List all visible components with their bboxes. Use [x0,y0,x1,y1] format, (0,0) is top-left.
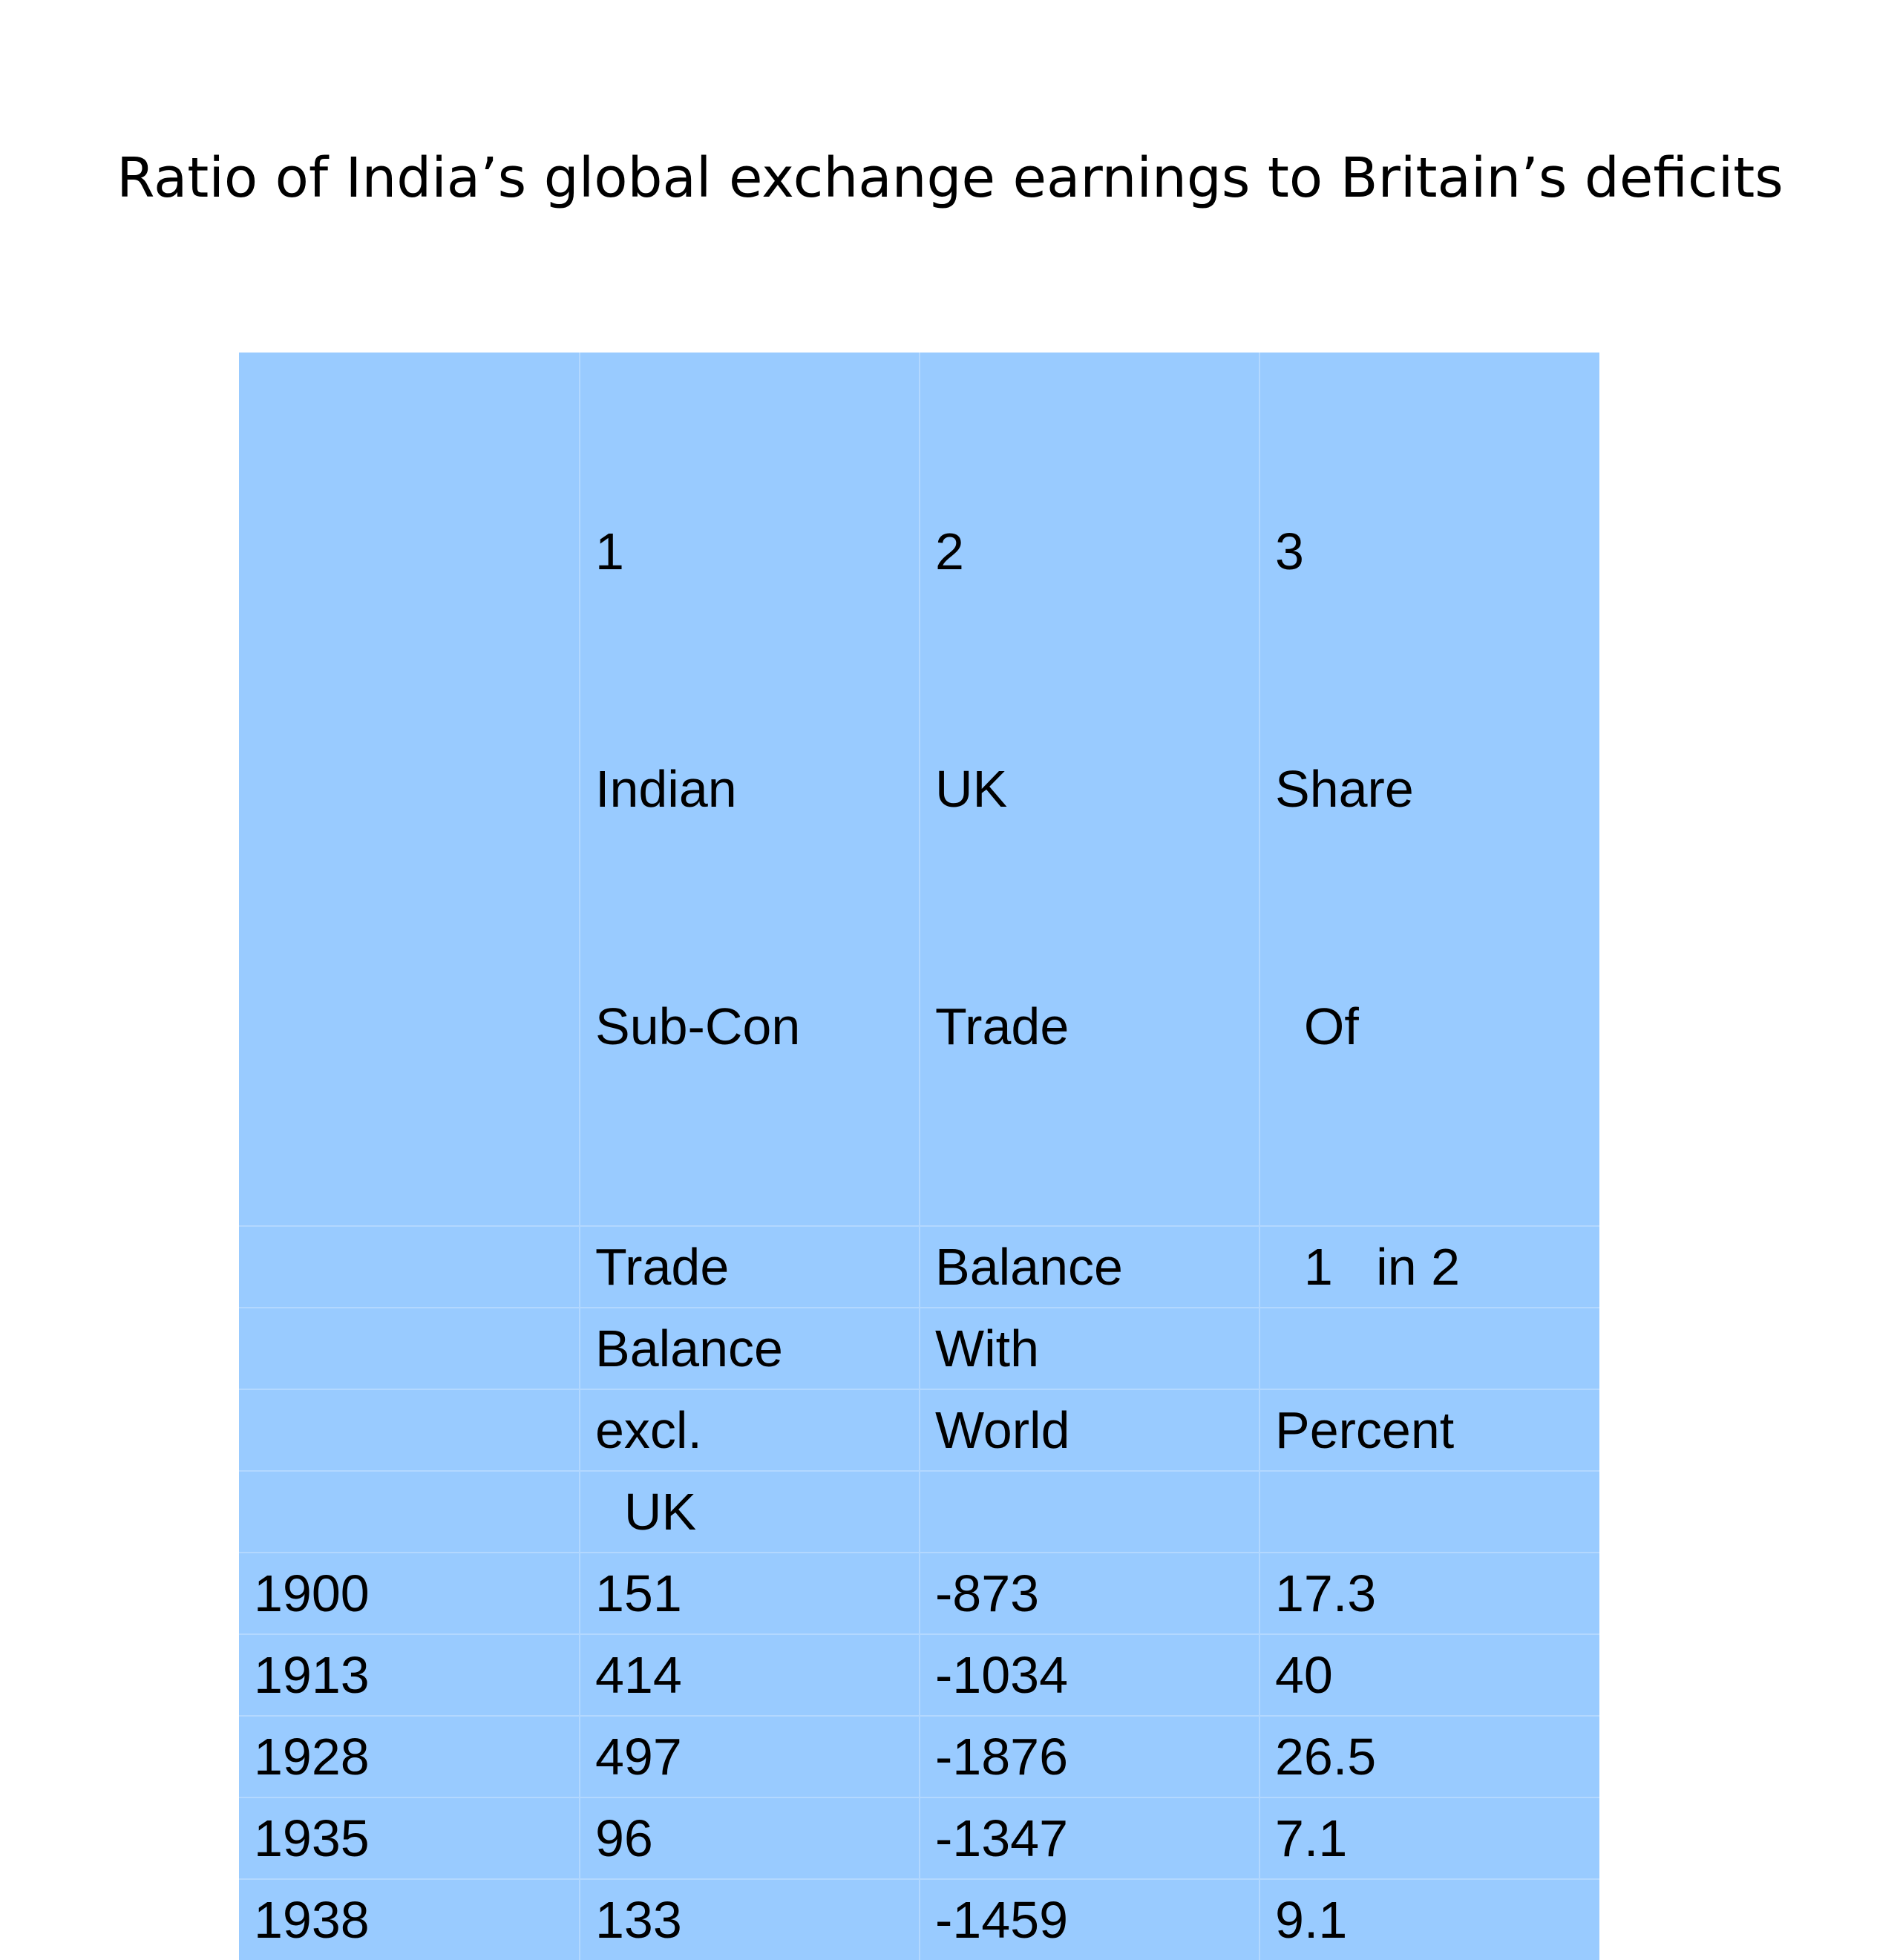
header-line: 2 [935,522,964,580]
header-cell-year [239,353,580,1226]
table-cell: Trade [579,1225,920,1308]
header-line: Share [1275,760,1414,818]
table-cell: UK [579,1470,920,1553]
table-cell: excl. [579,1389,920,1471]
table-cell: 1 in 2 [1259,1225,1599,1308]
table-cell [239,1470,580,1553]
table-cell [239,1389,580,1471]
header-cell-share: 3 Share Of [1259,353,1599,1226]
table-cell: Percent [1259,1389,1599,1471]
uk-balance-cell: -1034 [919,1633,1259,1716]
india-balance-cell: 497 [579,1715,920,1797]
header-row: Trade Balance 1 in 2 [239,1225,1599,1308]
header-row: UK [239,1470,1599,1553]
uk-balance-cell: -1347 [919,1797,1259,1879]
table-row: 1928 497 -1876 26.5 [239,1715,1599,1797]
table-cell: Balance [919,1225,1259,1308]
header-line: 3 [1275,522,1304,580]
year-cell: 1928 [239,1715,580,1797]
header-row: 1 Indian Sub-Con 2 UK Trade 3 Share Of [239,353,1599,1226]
share-cell: 9.1 [1259,1878,1599,1960]
table-cell [1259,1307,1599,1389]
table-cell: World [919,1389,1259,1471]
year-cell: 1913 [239,1633,580,1716]
table-row: 1900 151 -873 17.3 [239,1552,1599,1634]
uk-balance-cell: -1459 [919,1878,1259,1960]
table-cell: With [919,1307,1259,1389]
share-cell: 17.3 [1259,1552,1599,1634]
header-line: Of [1275,997,1359,1055]
uk-balance-cell: -1876 [919,1715,1259,1797]
india-balance-cell: 96 [579,1797,920,1879]
table-row: 1913 414 -1034 40 [239,1633,1599,1716]
year-cell: 1938 [239,1878,580,1960]
india-balance-cell: 414 [579,1633,920,1716]
year-cell: 1935 [239,1797,580,1879]
table-row: 1938 133 -1459 9.1 [239,1878,1599,1960]
header-line: Indian [595,760,737,818]
share-cell: 7.1 [1259,1797,1599,1879]
header-cell-uk: 2 UK Trade [919,353,1259,1226]
header-row: excl. World Percent [239,1389,1599,1471]
table-row: 1935 96 -1347 7.1 [239,1797,1599,1879]
india-balance-cell: 151 [579,1552,920,1634]
header-line: 1 [595,522,624,580]
header-line: Sub-Con [595,997,801,1055]
header-line: Trade [935,997,1069,1055]
share-cell: 26.5 [1259,1715,1599,1797]
share-cell: 40 [1259,1633,1599,1716]
slide-title: Ratio of India’s global exchange earning… [117,146,1783,210]
table-cell [239,1225,580,1308]
trade-balance-table: 1 Indian Sub-Con 2 UK Trade 3 Share Of T… [239,353,1599,1960]
table-cell: Balance [579,1307,920,1389]
india-balance-cell: 133 [579,1878,920,1960]
year-cell: 1900 [239,1552,580,1634]
header-line: UK [935,760,1008,818]
uk-balance-cell: -873 [919,1552,1259,1634]
table-cell [1259,1470,1599,1553]
table-cell [919,1470,1259,1553]
header-row: Balance With [239,1307,1599,1389]
header-cell-india: 1 Indian Sub-Con [579,353,920,1226]
table-cell [239,1307,580,1389]
